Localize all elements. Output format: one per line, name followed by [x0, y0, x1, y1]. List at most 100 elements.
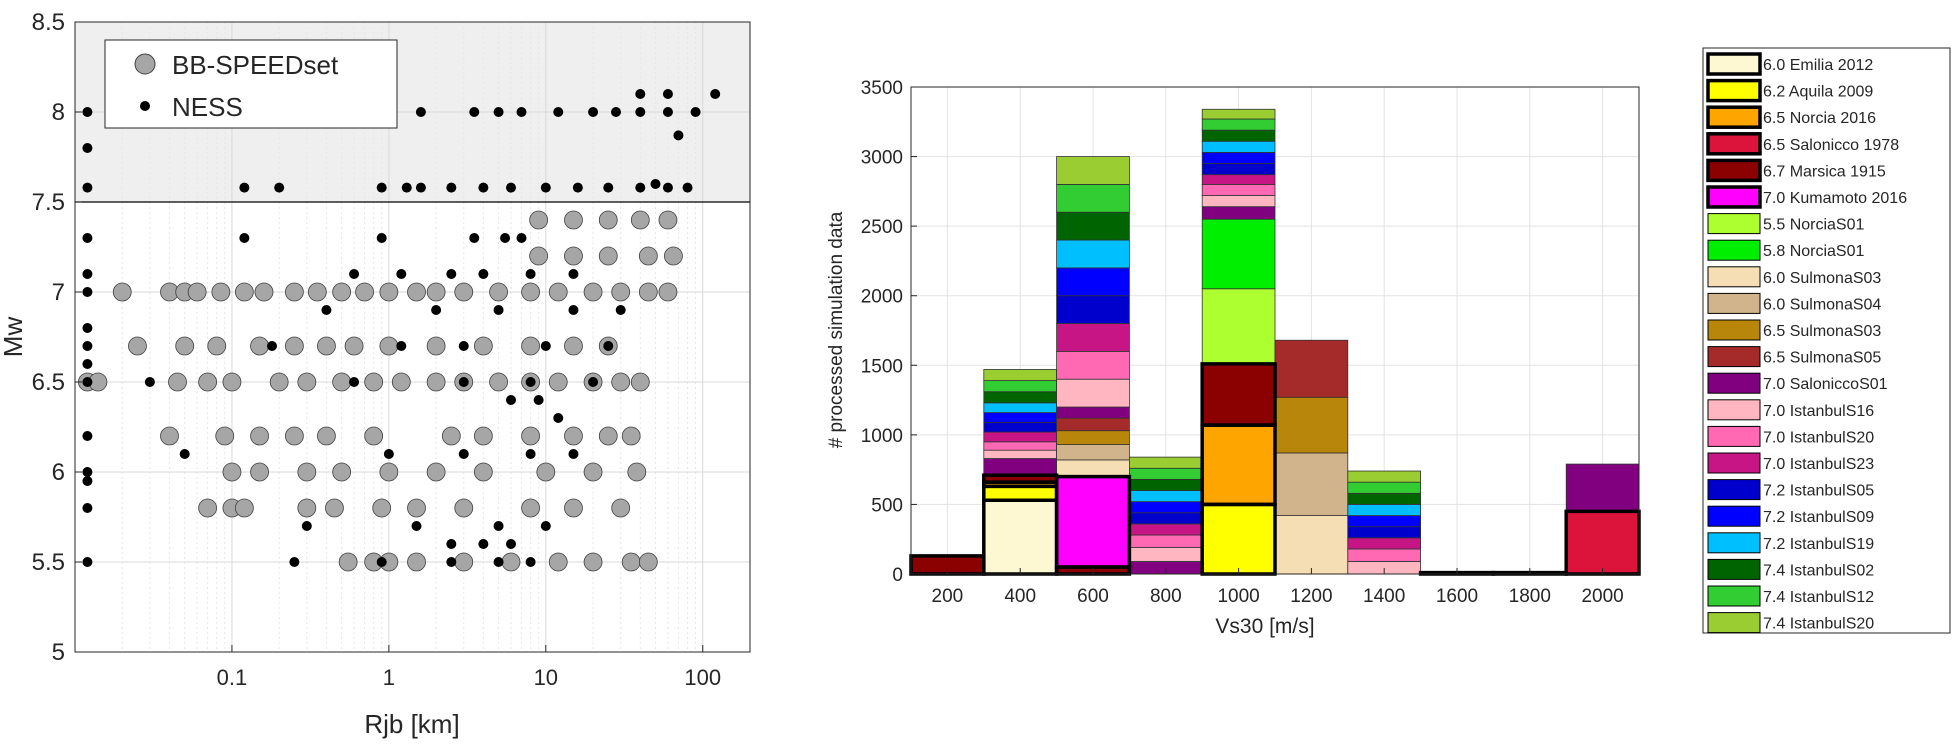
scatter-point-ness — [349, 269, 360, 279]
scatter-point-bb-speedset — [207, 336, 227, 356]
scatter-point-ness — [568, 449, 579, 459]
scatter-legend-box — [104, 39, 398, 129]
bar-segment — [983, 458, 1057, 476]
scatter-point-ness — [239, 182, 250, 193]
scatter-point-ness — [568, 269, 579, 279]
bar-chart: 200 400 600 800 1000 1200 1400 1600 1800 2000 0 500… — [826, 47, 1951, 638]
bar-segment — [1201, 218, 1276, 290]
scatter-point-ness — [82, 143, 93, 153]
bar-legend-label: 7.4 IstanbulS02 — [1763, 562, 1874, 579]
scatter-point-ness — [506, 182, 517, 193]
bar-segment — [983, 499, 1057, 575]
bar-x-tick-label: 800 — [1150, 586, 1182, 607]
scatter-point-bb-speedset — [407, 552, 426, 572]
bar-legend-label: 7.2 IstanbulS09 — [1763, 509, 1874, 526]
bar-xlabel: Vs30 [m/s] — [1215, 615, 1314, 638]
scatter-point-bb-speedset — [332, 282, 352, 302]
bar-legend-label: 6.0 SulmonaS04 — [1763, 296, 1881, 313]
bar-segment — [1347, 504, 1422, 516]
bar-segment — [1056, 430, 1130, 445]
scatter-y-tick-label: 7.5 — [32, 189, 65, 216]
scatter-point-ness — [446, 182, 457, 193]
bar-legend-label: 6.7 Marsica 1915 — [1763, 163, 1886, 180]
scatter-point-ness — [401, 182, 412, 193]
scatter-point-bb-speedset — [548, 372, 568, 392]
scatter-point-bb-speedset — [250, 462, 269, 482]
scatter-legend-label-1: NESS — [172, 92, 243, 122]
scatter-point-bb-speedset — [548, 282, 568, 302]
bar-segment — [1201, 129, 1276, 142]
scatter-point-ness — [478, 539, 489, 549]
bar-legend-label: 7.0 IstanbulS20 — [1763, 429, 1874, 446]
scatter-y-tick-label: 6.5 — [32, 369, 65, 396]
scatter-point-bb-speedset — [564, 498, 583, 518]
scatter-point-bb-speedset — [501, 552, 521, 572]
scatter-point-bb-speedset — [611, 498, 631, 518]
bar-segment — [1056, 211, 1130, 241]
bar-segment — [1274, 339, 1349, 398]
scatter-point-bb-speedset — [489, 372, 508, 392]
scatter-point-ness — [82, 269, 93, 279]
bar-x-tick-label: 200 — [932, 586, 964, 607]
scatter-y-tick-label: 5 — [52, 639, 65, 666]
scatter-point-ness — [493, 557, 504, 567]
scatter-point-bb-speedset — [332, 372, 352, 392]
bar-x-tick-label: 1600 — [1436, 586, 1478, 607]
scatter-point-bb-speedset — [284, 282, 304, 302]
scatter-point-ness — [431, 305, 442, 315]
scatter-point-ness — [540, 182, 551, 193]
scatter-point-bb-speedset — [187, 282, 207, 302]
bar-legend-label: 6.0 SulmonaS03 — [1763, 270, 1881, 287]
bar-segment-outline — [1200, 362, 1277, 427]
scatter-point-bb-speedset — [297, 498, 317, 518]
scatter-point-bb-speedset — [426, 336, 446, 356]
bar-legend-swatch — [1707, 425, 1761, 447]
scatter-point-bb-speedset — [128, 336, 147, 356]
scatter-point-ness — [588, 107, 599, 117]
scatter-point-ness — [572, 182, 583, 193]
bar-legend-label: 7.0 IstanbulS16 — [1763, 403, 1874, 420]
scatter-point-bb-speedset — [379, 462, 399, 482]
scatter-point-ness — [82, 182, 93, 193]
scatter-point-ness — [553, 107, 564, 117]
scatter-point-ness — [525, 269, 536, 279]
scatter-point-bb-speedset — [473, 336, 493, 356]
bar-segment — [983, 369, 1057, 381]
bar-segment — [1274, 515, 1349, 575]
scatter-point-ness — [82, 323, 93, 333]
bar-segment — [1347, 548, 1422, 562]
scatter-point-ness — [603, 182, 614, 193]
scatter-legend-label-0: BB-SPEEDset — [172, 50, 339, 80]
scatter-point-ness — [82, 377, 93, 387]
scatter-point-bb-speedset — [638, 552, 658, 572]
scatter-point-bb-speedset — [284, 426, 304, 446]
bar-legend-swatch — [1706, 52, 1762, 76]
bar-segment — [1056, 267, 1130, 297]
scatter-point-ness — [682, 182, 693, 193]
bar-segment — [983, 391, 1057, 404]
scatter-point-bb-speedset — [372, 498, 392, 518]
bar-y-tick-label: 2000 — [861, 287, 903, 308]
scatter-point-ness — [662, 107, 673, 117]
bar-legend-label: 7.4 IstanbulS20 — [1763, 616, 1874, 633]
scatter-point-bb-speedset — [222, 462, 242, 482]
bar-legend-swatch — [1707, 479, 1761, 501]
bar-segment — [1347, 470, 1422, 483]
bar-segment — [1201, 424, 1276, 505]
scatter-point-bb-speedset — [489, 282, 508, 302]
scatter-point-ness — [478, 269, 489, 279]
bar-segment — [1201, 183, 1276, 196]
scatter-point-bb-speedset — [355, 282, 374, 302]
bar-stacks — [909, 108, 1641, 576]
bar-segment — [1201, 363, 1276, 426]
scatter-point-ness — [458, 341, 469, 351]
bar-segment — [1129, 478, 1203, 491]
bar-legend-label: 5.5 NorciaS01 — [1763, 217, 1864, 234]
scatter-point-ness — [506, 395, 517, 405]
scatter-point-bb-speedset — [473, 462, 493, 482]
scatter-point-bb-speedset — [234, 282, 254, 302]
scatter-point-bb-speedset — [426, 372, 446, 392]
bar-legend-label: 7.4 IstanbulS12 — [1763, 589, 1874, 606]
scatter-point-bb-speedset — [441, 426, 461, 446]
scatter-point-bb-speedset — [621, 426, 641, 446]
